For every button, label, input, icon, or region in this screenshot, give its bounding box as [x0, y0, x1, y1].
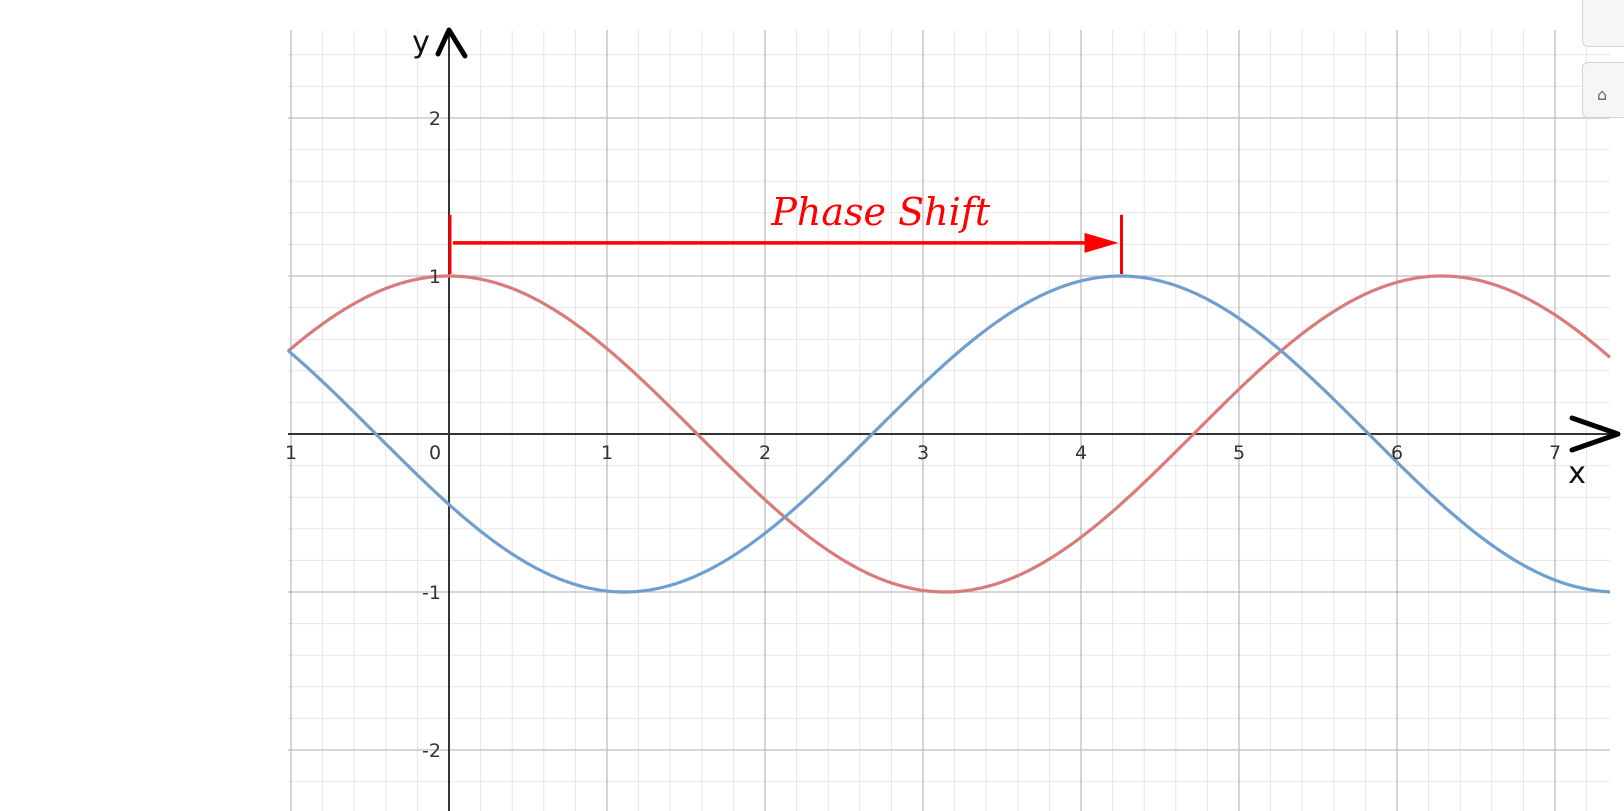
y-tick-label: 1: [429, 266, 441, 288]
x-tick-label: 1: [601, 442, 613, 464]
x-tick-label: 2: [759, 442, 771, 464]
x-tick-label: 7: [1549, 442, 1561, 464]
x-tick-label: 6: [1391, 442, 1403, 464]
y-axis-arrowhead: [435, 27, 468, 59]
grid-major: [288, 30, 1610, 811]
x-tick-label: 0: [429, 442, 441, 464]
grid-minor: [288, 30, 1610, 811]
series-1-line: [286, 274, 1612, 594]
x-tick-label: 1: [285, 442, 297, 464]
x-axis-label: x: [1568, 456, 1586, 491]
phase-shift-label: Phase Shift: [770, 190, 990, 234]
tick-labels: 1 0 1 2 3 4 5 6 7 2 1 -1 -2: [285, 108, 1561, 762]
series-2-line: [286, 274, 1611, 594]
x-axis-arrowhead: [1569, 415, 1621, 453]
x-tick-label: 3: [917, 442, 929, 464]
y-axis-label: y: [412, 25, 430, 60]
x-tick-label: 5: [1233, 442, 1245, 464]
x-tick-label: 4: [1075, 442, 1087, 464]
phase-shift-annotation: Phase Shift: [448, 190, 1123, 274]
axes: xy: [288, 25, 1621, 811]
curves: [286, 274, 1612, 594]
home-button[interactable]: ⌂: [1582, 62, 1624, 118]
zoom-control-button[interactable]: [1582, 0, 1624, 47]
y-tick-label: -2: [422, 740, 441, 762]
y-tick-label: 2: [429, 108, 441, 130]
y-tick-label: -1: [422, 582, 441, 604]
home-icon: ⌂: [1597, 85, 1608, 104]
phase-shift-arrowhead: [1084, 232, 1119, 253]
